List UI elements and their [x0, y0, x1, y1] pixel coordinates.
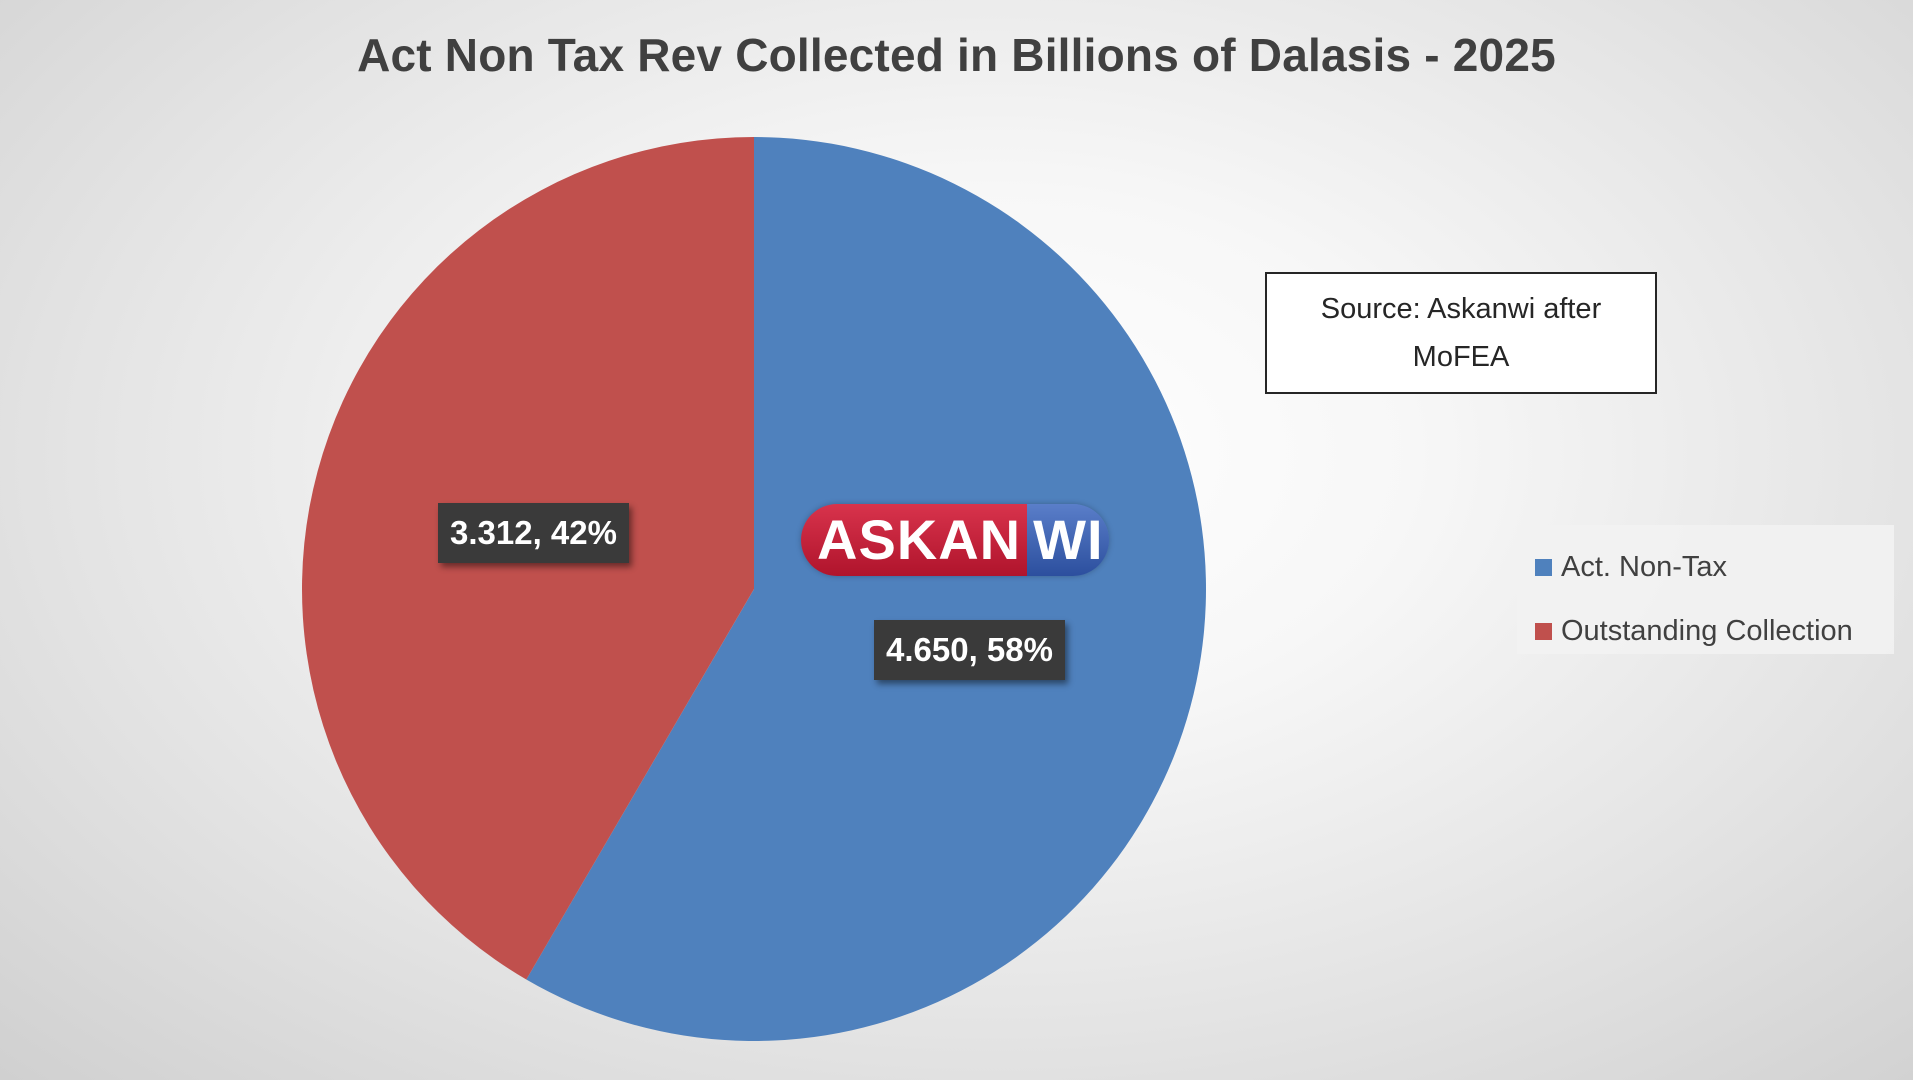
legend-item-outstanding-collection: Outstanding Collection: [1535, 599, 1894, 663]
chart-title: Act Non Tax Rev Collected in Billions of…: [357, 29, 1556, 81]
legend-label-outstanding-collection: Outstanding Collection: [1561, 614, 1853, 647]
legend-swatch-outstanding-collection: [1535, 622, 1552, 640]
data-label-outstanding-collection: 3.312, 42%: [438, 503, 629, 563]
pie-slice-act-non-tax: [526, 137, 1207, 1041]
data-label-act-non-tax: 4.650, 58%: [874, 620, 1065, 680]
logo-text-wi: WI: [1027, 504, 1109, 576]
source-text: Source: Askanwi after MoFEA: [1320, 293, 1602, 373]
legend: Act. Non-Tax Outstanding Collection: [1517, 525, 1894, 654]
askanwi-logo: ASKAN WI: [801, 504, 1109, 576]
legend-swatch-act-non-tax: [1535, 558, 1552, 576]
source-annotation: Source: Askanwi after MoFEA: [1265, 272, 1657, 394]
logo-text-askan: ASKAN: [801, 504, 1028, 576]
legend-item-act-non-tax: Act. Non-Tax: [1535, 535, 1894, 599]
legend-label-act-non-tax: Act. Non-Tax: [1561, 550, 1727, 583]
